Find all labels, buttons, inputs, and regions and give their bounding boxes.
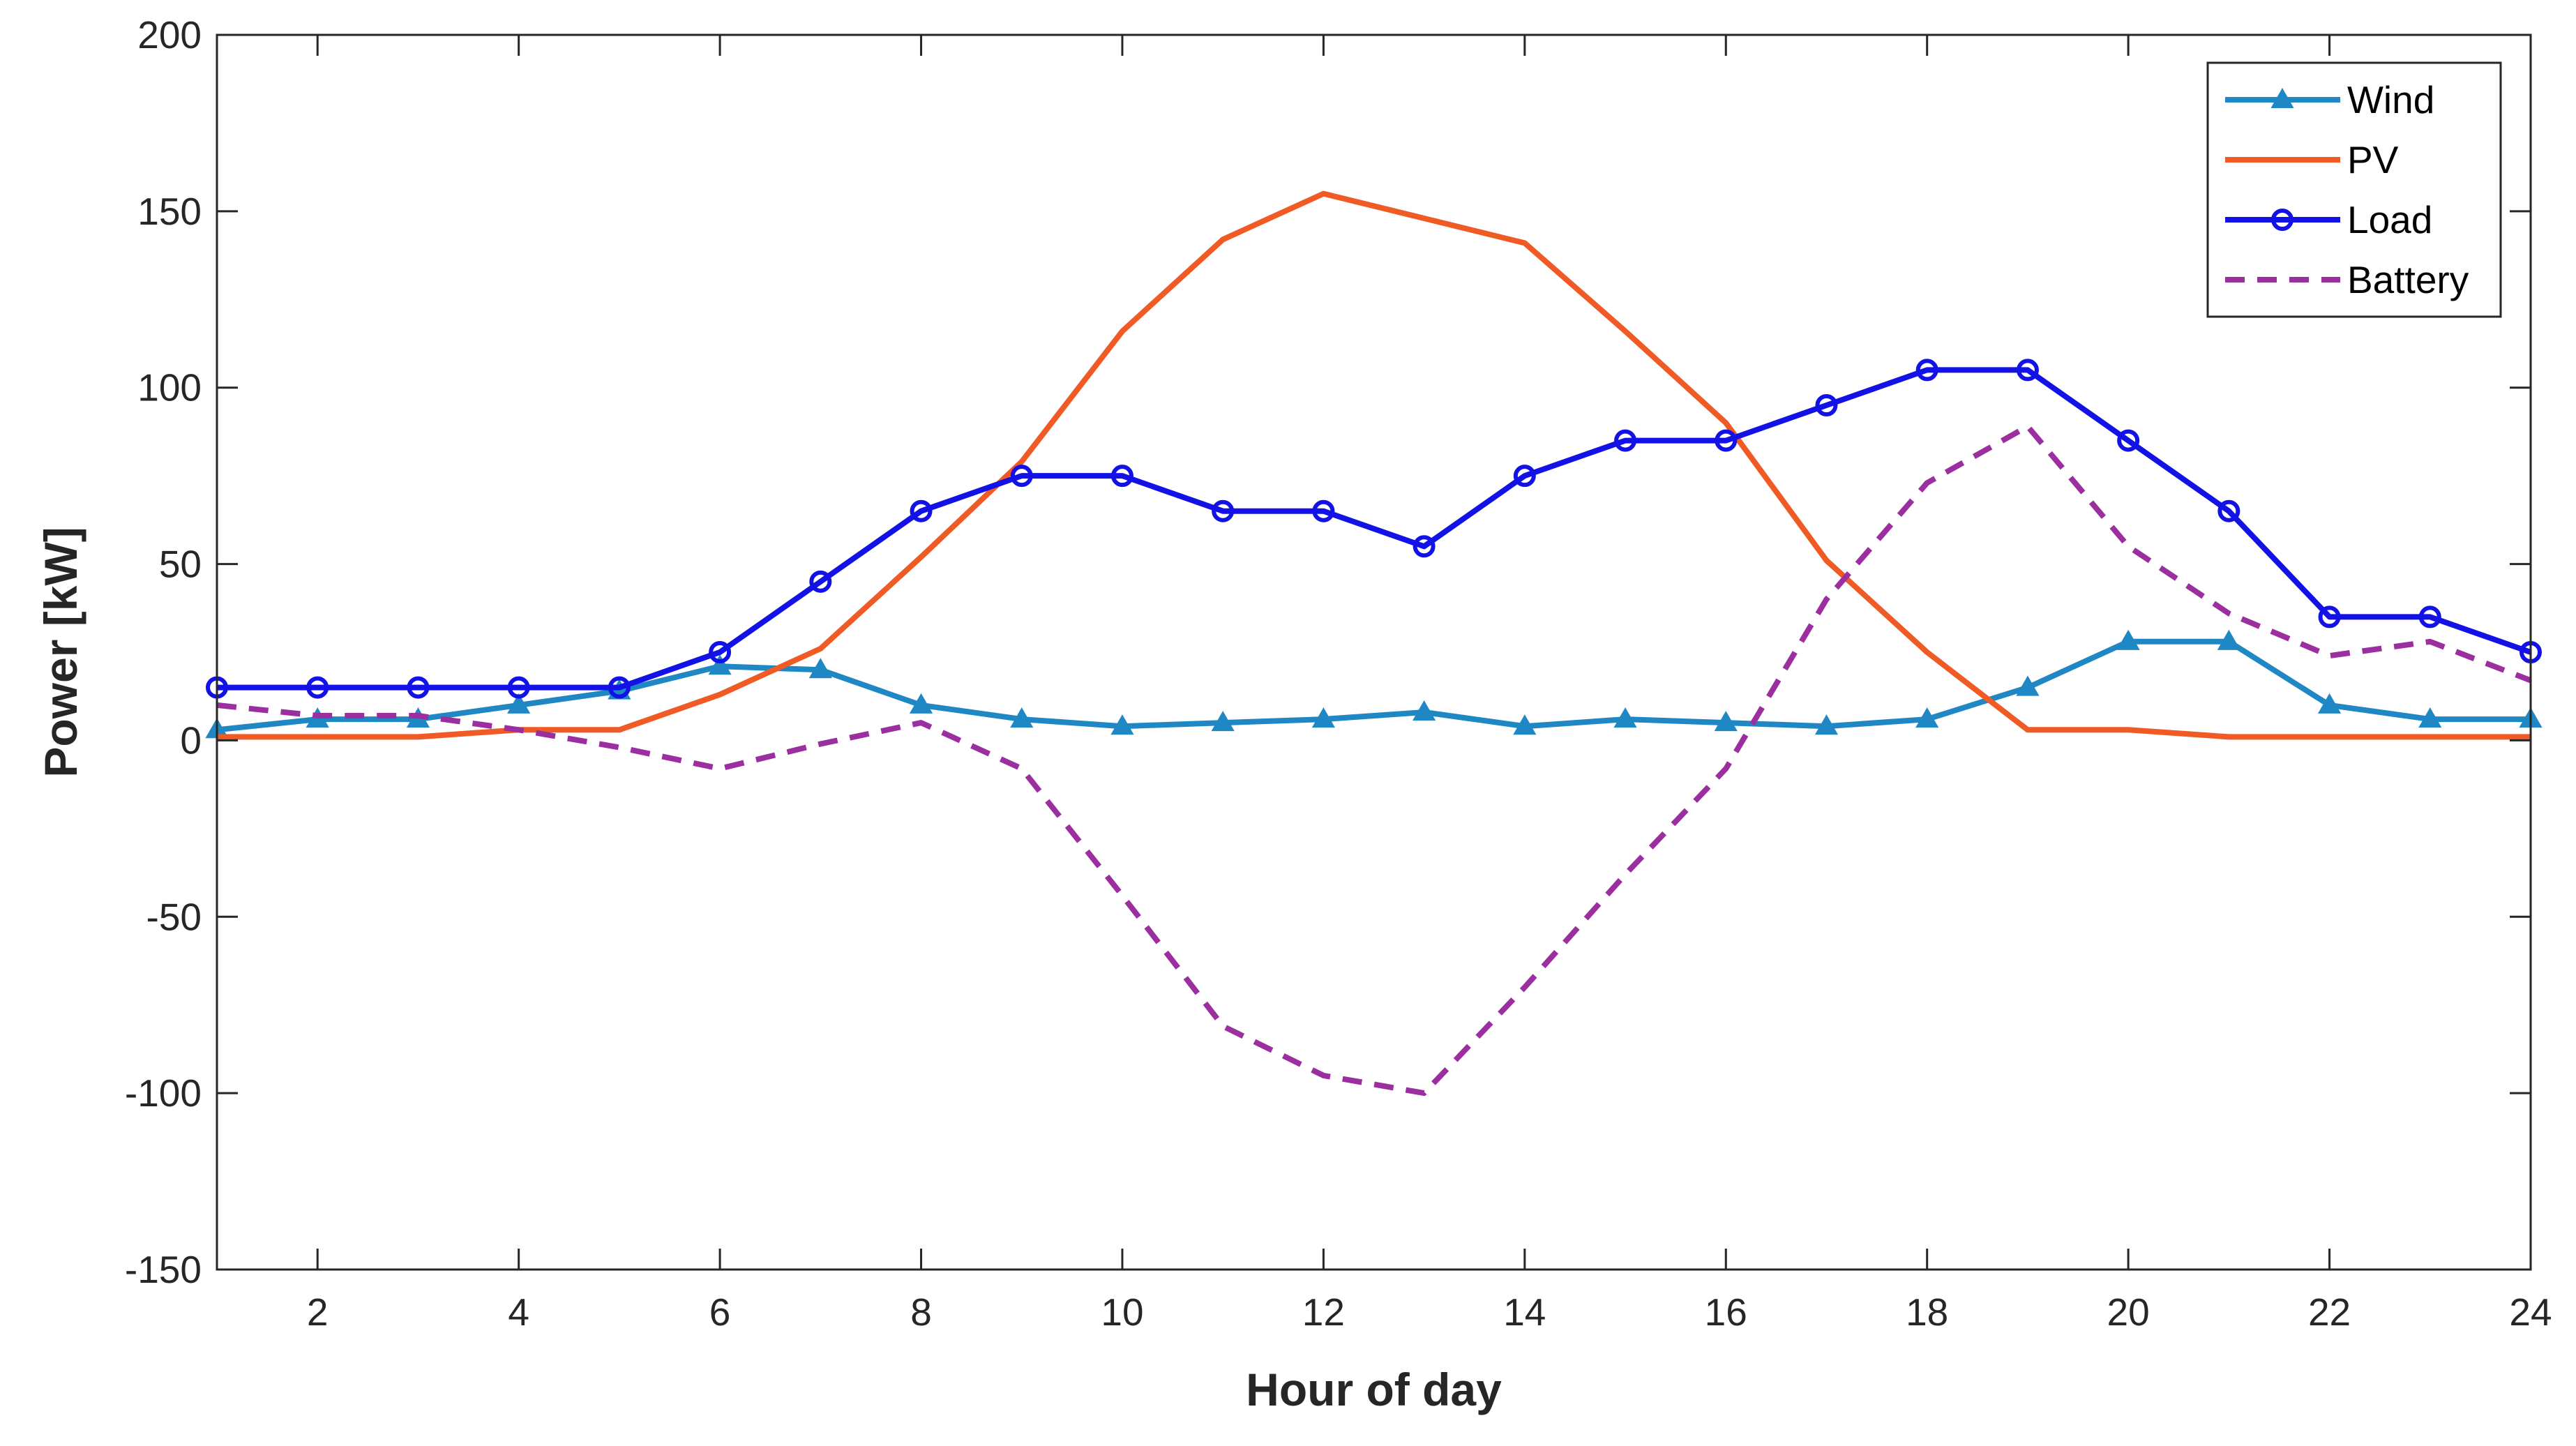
data-point <box>1613 707 1637 728</box>
plot-area <box>217 35 2531 1270</box>
y-tick-label: -100 <box>125 1071 202 1115</box>
data-point <box>1513 714 1537 735</box>
data-point <box>2117 429 2140 452</box>
data-point <box>306 676 329 699</box>
data-point <box>1311 707 1335 728</box>
legend-item-load: Load <box>2225 198 2432 241</box>
series-line-pv <box>217 190 2531 740</box>
series-line-load <box>217 367 2532 691</box>
y-tick-label: 150 <box>137 190 202 233</box>
data-point <box>2116 629 2140 650</box>
axes-layer <box>216 33 2532 1271</box>
x-tick-label: 2 <box>307 1290 329 1334</box>
legend-label: Battery <box>2347 258 2469 301</box>
x-tick-label: 20 <box>2107 1290 2150 1334</box>
series-pv <box>217 190 2531 740</box>
legend-label: Load <box>2347 198 2432 241</box>
data-point <box>1614 429 1637 452</box>
data-point <box>2317 693 2342 714</box>
legend-item-battery: Battery <box>2225 258 2469 301</box>
data-point <box>1715 429 1738 452</box>
legend-label: Wind <box>2347 78 2434 121</box>
series-load <box>206 359 2542 699</box>
data-point <box>1110 714 1134 735</box>
legend-item-wind: Wind <box>2225 78 2434 121</box>
y-tick-label: 100 <box>137 366 202 409</box>
y-tick-label: 200 <box>137 13 202 57</box>
data-point <box>1010 465 1033 488</box>
data-point <box>1211 711 1235 732</box>
data-point <box>2318 605 2341 628</box>
data-point <box>2016 675 2040 696</box>
y-tick-label: -50 <box>146 895 202 938</box>
data-point <box>1513 465 1536 488</box>
data-point <box>407 676 430 699</box>
data-point <box>709 641 732 663</box>
y-axis-title: Power [kW] <box>35 527 86 777</box>
data-point <box>1714 711 1738 732</box>
data-point <box>1413 535 1436 558</box>
data-point <box>910 499 933 522</box>
y-tick-label: -150 <box>125 1248 202 1291</box>
x-tick-label: 14 <box>1503 1290 1546 1334</box>
legend-label: PV <box>2347 138 2399 181</box>
data-point <box>1915 707 1939 728</box>
legend-marker <box>2271 209 2293 231</box>
data-point <box>2418 605 2441 628</box>
series-line-battery <box>216 423 2532 1097</box>
x-tick-label: 22 <box>2308 1290 2351 1334</box>
x-tick-label: 4 <box>508 1290 529 1334</box>
y-tick-label: 0 <box>180 718 202 762</box>
legend-item-pv: PV <box>2225 138 2399 181</box>
data-point <box>909 693 933 714</box>
data-point <box>809 570 832 593</box>
x-tick-label: 16 <box>1705 1290 1747 1334</box>
data-point <box>1212 499 1235 522</box>
data-point <box>708 654 732 675</box>
series-line-wind <box>216 638 2531 733</box>
axes-box <box>216 33 2532 1271</box>
data-point <box>2016 359 2039 382</box>
x-tick-label: 10 <box>1101 1290 1143 1334</box>
x-tick-label: 12 <box>1302 1290 1345 1334</box>
legend: Wind PV Load Battery <box>2206 61 2502 318</box>
data-point <box>2418 707 2442 728</box>
y-tick-label: 50 <box>159 543 202 586</box>
data-point <box>1814 714 1839 735</box>
plot-background <box>217 35 2531 1270</box>
ticks-layer: 2 4 6 8 10 12 14 16 18 20 22 24-150-100-50050100150… <box>125 13 2552 1334</box>
series-layer <box>205 190 2543 1097</box>
data-point <box>1413 700 1436 721</box>
legend-marker <box>2270 87 2294 108</box>
legend-box <box>2206 61 2502 318</box>
series-battery <box>216 423 2532 1097</box>
data-point <box>1110 465 1133 488</box>
data-point <box>1312 499 1335 522</box>
data-point <box>808 658 832 679</box>
x-tick-label: 18 <box>1906 1290 1948 1334</box>
data-point <box>507 676 530 699</box>
data-point <box>608 676 631 699</box>
x-tick-label: 24 <box>2509 1290 2552 1334</box>
data-point <box>2217 499 2240 522</box>
x-axis-title: Hour of day <box>1246 1364 1502 1415</box>
data-point <box>1815 394 1838 416</box>
data-point <box>1915 359 1938 382</box>
data-point <box>2217 629 2240 650</box>
data-point <box>1010 707 1034 728</box>
x-tick-label: 8 <box>910 1290 932 1334</box>
data-point <box>507 693 531 714</box>
x-tick-label: 6 <box>709 1290 731 1334</box>
